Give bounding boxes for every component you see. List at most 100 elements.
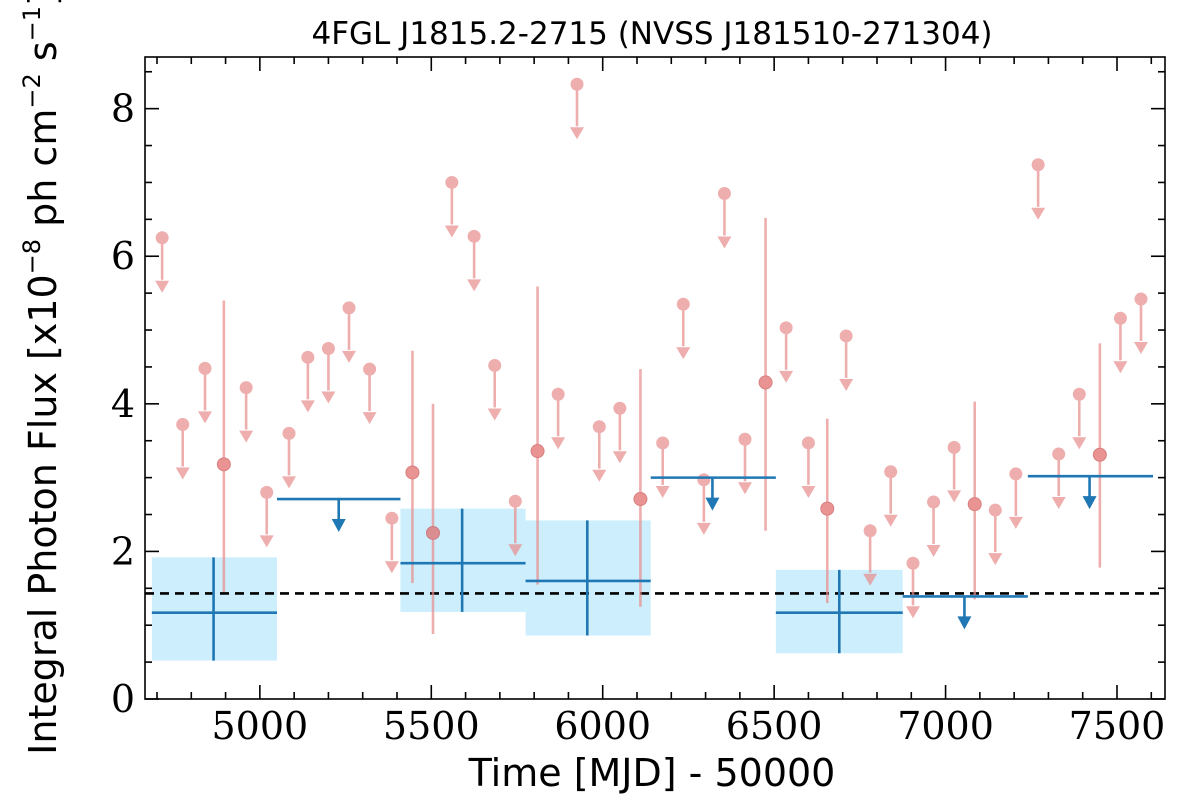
long-bin-detection [400,508,526,612]
short-bin-limit-arrow [551,437,566,450]
short-bin-limit-arrow [883,514,898,527]
long-bin-upper-limit [277,497,401,533]
short-bin-upper-limit [863,524,878,586]
short-bin-limit-arrow [467,279,482,292]
short-bin-upper-limit [717,187,732,249]
long-bin-upper-limit [902,595,1028,630]
short-bin-limit-arrow [1031,207,1046,220]
y-tick-label: 0 [111,677,135,721]
short-bin-point [967,497,982,512]
short-bin-limit-arrow [508,544,523,557]
short-bin-upper-limit [570,77,584,140]
short-bin-limit-point [488,358,502,372]
y-tick-label: 6 [111,234,135,278]
short-bin-upper-limit [738,432,752,495]
short-bin-point [216,457,231,472]
short-bin-upper-limit [592,420,607,482]
long-bin-limit-arrow [957,616,972,630]
short-bin-limit-arrow [696,522,711,535]
x-tick-label: 5000 [211,704,308,748]
x-tick-label: 5500 [383,704,480,748]
short-bin-limit-point [656,436,670,450]
short-bin-limit-arrow [1008,516,1023,529]
short-bin-limit-arrow [863,573,878,586]
short-bin-upper-limit [155,231,170,293]
plot-frame [144,56,1166,700]
short-bin-limit-arrow [988,553,1003,566]
short-bin-point [633,492,648,507]
short-bin-limit-point [342,301,356,315]
y-axis-label-tail: s [21,41,65,73]
long-bin-limit-arrow [331,519,346,533]
short-bin-limit-point [927,495,941,509]
short-bin-limit-point [282,426,296,440]
short-bin-upper-limit [1051,447,1066,510]
long-bin-detection [525,520,651,636]
short-bin-limit-point [839,329,853,343]
short-bin-limit-arrow [738,482,752,495]
short-bin-limit-arrow [1113,361,1128,374]
short-bin-detection [967,401,982,600]
short-bin-upper-limit [655,436,670,498]
short-bin-upper-limit [1113,311,1128,374]
short-bin-upper-limit [467,229,482,292]
y-axis-label-main: Integral Photon Flux [x10 [21,274,65,755]
short-bin-upper-limit [947,440,962,503]
short-bin-limit-point [239,381,253,395]
y-tick-label: 4 [111,382,135,426]
short-bin-limit-point [155,231,169,245]
short-bin-upper-limit [175,417,190,480]
short-bin-limit-point [779,321,793,335]
short-bin-upper-limit [508,494,523,557]
short-bin-detection [426,403,440,635]
short-bin-limit-point [385,511,399,525]
short-bin-detection [820,418,835,604]
long-bin-upper-limit [650,476,776,511]
short-bin-limit-point [592,420,606,434]
short-bin-limit-arrow [1134,342,1148,355]
short-bin-upper-limit [906,556,920,619]
short-bin-limit-point [301,350,315,364]
axis-ticks: 5000 5500 6000 6500 7000 7500 0 2 4 6 8 [111,57,1165,748]
short-bin-limit-arrow [779,370,794,383]
short-bin-upper-limit [1134,292,1148,355]
short-bin-limit-arrow [676,347,691,360]
short-bin-series [155,77,1148,635]
short-bin-limit-point [1134,292,1148,306]
long-bin-limit-arrow [1082,496,1097,510]
short-bin-detection [405,350,420,584]
short-bin-upper-limit [384,511,399,574]
short-bin-detection [530,286,545,585]
y-axis-label-exp1: −8 [18,239,46,274]
short-bin-limit-arrow [282,476,296,489]
short-bin-limit-point [176,417,190,431]
long-bin-detection [151,557,277,661]
short-bin-upper-limit [1008,467,1023,529]
short-bin-limit-point [738,432,752,446]
y-axis-label: Integral Photon Flux [x10−8 ph cm−2 s−1] [18,0,65,755]
short-bin-limit-arrow [239,430,254,443]
short-bin-upper-limit [612,401,627,464]
short-bin-limit-point [260,485,274,499]
short-bin-detection [758,217,773,531]
short-bin-upper-limit [1031,158,1046,220]
short-bin-upper-limit [362,362,377,425]
short-bin-point [1092,447,1107,462]
short-bin-limit-arrow [444,225,459,238]
short-bin-limit-point [1009,467,1023,481]
short-bin-limit-point [445,175,459,189]
x-tick-label: 6500 [726,704,823,748]
short-bin-limit-point [801,436,815,450]
short-bin-point [405,465,420,480]
short-bin-limit-arrow [839,378,854,391]
short-bin-upper-limit [300,350,315,413]
short-bin-upper-limit [779,321,794,383]
short-bin-point [530,444,545,459]
short-bin-limit-point [988,503,1002,517]
short-bin-limit-arrow [155,280,170,293]
short-bin-limit-arrow [906,606,920,619]
short-bin-limit-point [508,494,522,508]
short-bin-upper-limit [342,301,356,363]
